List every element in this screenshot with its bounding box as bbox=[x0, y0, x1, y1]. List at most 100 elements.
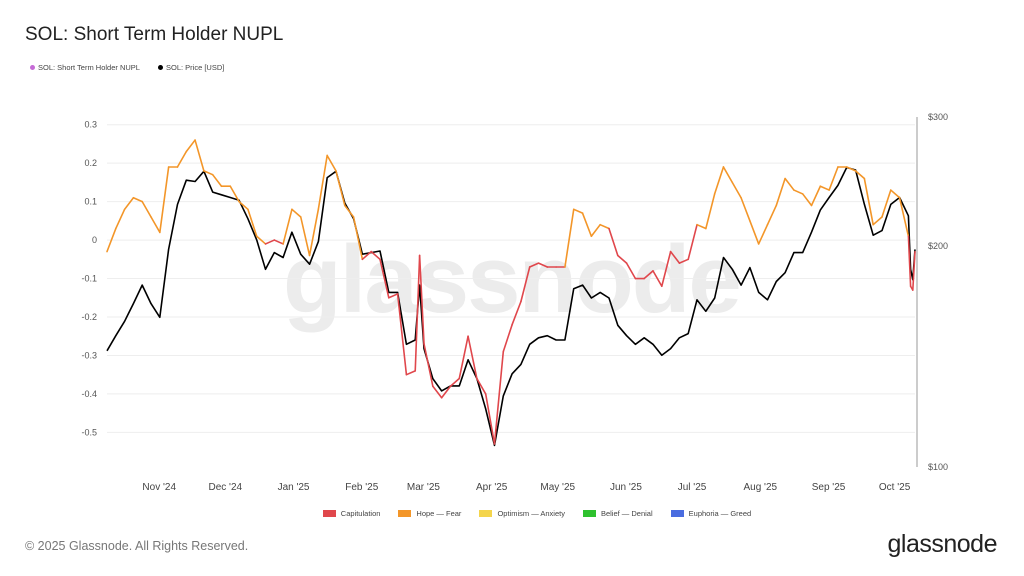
nupl-segment bbox=[370, 250, 381, 261]
nupl-segment bbox=[784, 177, 795, 191]
nupl-segment bbox=[511, 300, 522, 326]
nupl-segment bbox=[722, 166, 734, 184]
nupl-segment bbox=[273, 239, 284, 245]
nupl-segment bbox=[141, 200, 152, 218]
left-tick-label: -0.3 bbox=[81, 350, 97, 360]
nupl-segment bbox=[581, 212, 593, 238]
nupl-segment bbox=[123, 196, 135, 211]
nupl-segment bbox=[317, 154, 328, 211]
nupl-segment bbox=[291, 208, 302, 218]
nupl-segment bbox=[678, 258, 690, 264]
nupl-segment bbox=[379, 258, 390, 299]
legend-item-price[interactable]: SOL: Price [USD] bbox=[157, 63, 225, 72]
nupl-segment bbox=[335, 170, 346, 207]
zone-legend-hope-fear[interactable]: Hope — Fear bbox=[398, 509, 461, 518]
nupl-segment bbox=[537, 262, 549, 268]
nupl-segment bbox=[810, 185, 822, 207]
nupl-segment bbox=[608, 227, 619, 257]
nupl-segment bbox=[352, 216, 364, 261]
zone-swatch bbox=[479, 510, 493, 517]
legend-item-nupl[interactable]: SOL: Short Term Holder NUPL bbox=[30, 63, 140, 72]
nupl-segment bbox=[740, 196, 751, 222]
nupl-segment bbox=[819, 185, 830, 191]
nupl-segment bbox=[881, 189, 892, 218]
nupl-segment bbox=[572, 208, 584, 214]
nupl-segment bbox=[872, 216, 883, 226]
x-tick-label: Aug '25 bbox=[743, 482, 777, 493]
nupl-segment bbox=[326, 154, 337, 172]
nupl-segment bbox=[194, 139, 205, 172]
zone-label: Belief — Denial bbox=[600, 509, 653, 518]
nupl-segment bbox=[176, 150, 188, 168]
glassnode-logo: glassnode bbox=[887, 530, 998, 558]
nupl-series bbox=[106, 139, 916, 445]
zone-legend-belief-denial[interactable]: Belief — Denial bbox=[582, 509, 653, 518]
nupl-segment bbox=[854, 170, 866, 180]
nupl-segment bbox=[476, 377, 487, 395]
nupl-segment bbox=[484, 393, 496, 445]
legend-label-price: SOL: Price [USD] bbox=[165, 63, 225, 72]
nupl-segment bbox=[898, 196, 910, 238]
x-tick-label: Nov '24 bbox=[142, 482, 176, 493]
x-tick-label: Dec '24 bbox=[208, 482, 242, 493]
left-tick-label: 0.3 bbox=[84, 120, 97, 130]
left-tick-label: -0.1 bbox=[81, 274, 97, 284]
x-tick-label: May '25 bbox=[540, 482, 575, 493]
x-tick-label: Jun '25 bbox=[610, 482, 642, 493]
nupl-segment bbox=[625, 262, 637, 280]
nupl-segment bbox=[432, 385, 443, 399]
nupl-segment bbox=[396, 293, 408, 376]
x-tick-label: Sep '25 bbox=[812, 482, 846, 493]
zone-label: Hope — Fear bbox=[416, 509, 462, 518]
nupl-segment bbox=[889, 189, 901, 199]
x-tick-label: Jan '25 bbox=[278, 482, 310, 493]
nupl-segment bbox=[238, 200, 249, 211]
right-axis: $300 $200 $100 bbox=[916, 112, 948, 472]
legend-dot-price bbox=[157, 65, 163, 70]
chart-title: SOL: Short Term Holder NUPL bbox=[25, 24, 284, 45]
nupl-segment bbox=[616, 254, 628, 264]
nupl-segment bbox=[713, 166, 725, 195]
x-tick-label: Oct '25 bbox=[879, 482, 911, 493]
nupl-segment bbox=[467, 335, 478, 380]
nupl-segment bbox=[599, 223, 610, 230]
copyright: © 2025 Glassnode. All Rights Reserved. bbox=[25, 539, 249, 553]
zone-legend-optimism-anxiety[interactable]: Optimism — Anxiety bbox=[479, 509, 565, 518]
x-tick-label: Jul '25 bbox=[678, 482, 707, 493]
nupl-segment bbox=[414, 254, 421, 372]
zone-legend-euphoria-greed[interactable]: Euphoria — Greed bbox=[670, 509, 751, 518]
nupl-segment bbox=[449, 377, 461, 388]
x-tick-label: Mar '25 bbox=[407, 482, 440, 493]
nupl-segment bbox=[132, 196, 144, 203]
nupl-segment bbox=[590, 223, 601, 238]
right-tick-label: $300 bbox=[928, 112, 948, 122]
nupl-segment bbox=[766, 204, 778, 226]
nupl-segment bbox=[696, 223, 707, 230]
series-legend: SOL: Short Term Holder NUPL SOL: Price [… bbox=[30, 63, 224, 72]
left-tick-label: 0 bbox=[92, 235, 97, 245]
right-tick-label: $100 bbox=[928, 462, 948, 472]
left-tick-label: -0.5 bbox=[81, 427, 97, 437]
nupl-segment bbox=[229, 185, 240, 203]
zone-label: Optimism — Anxiety bbox=[497, 509, 565, 518]
nupl-segment bbox=[458, 335, 469, 380]
nupl-segment bbox=[418, 254, 425, 345]
nupl-segment bbox=[863, 177, 874, 226]
nupl-segment bbox=[652, 270, 663, 288]
nupl-segment bbox=[705, 193, 716, 230]
nupl-segment bbox=[282, 208, 293, 245]
nupl-segment bbox=[106, 227, 117, 253]
left-axis: 0.3 0.2 0.1 0 -0.1 -0.2 -0.3 -0.4 -0.5 bbox=[81, 120, 97, 438]
nupl-segment bbox=[255, 235, 267, 245]
nupl-segment bbox=[564, 208, 575, 268]
nupl-segment bbox=[907, 235, 912, 288]
nupl-segment bbox=[520, 266, 531, 303]
nupl-segment bbox=[388, 293, 399, 299]
zone-legend-capitulation[interactable]: Capitulation bbox=[322, 509, 380, 518]
nupl-segment bbox=[643, 270, 654, 280]
nupl-segment bbox=[502, 323, 513, 353]
x-tick-label: Feb '25 bbox=[345, 482, 378, 493]
nupl-segment bbox=[911, 250, 916, 291]
nupl-segment bbox=[343, 204, 355, 218]
left-tick-label: -0.2 bbox=[81, 312, 97, 322]
